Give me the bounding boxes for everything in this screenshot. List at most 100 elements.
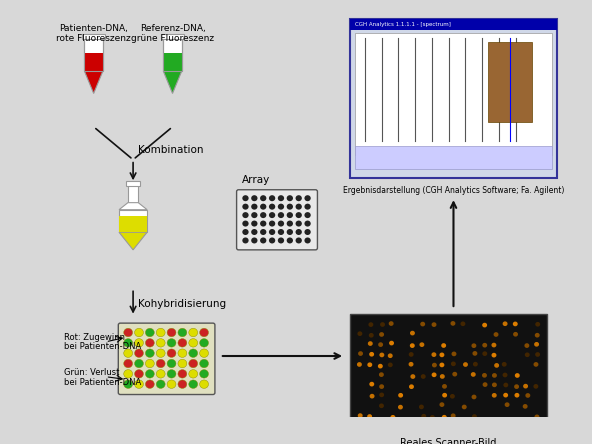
Circle shape — [440, 374, 445, 379]
Circle shape — [295, 212, 302, 218]
Circle shape — [523, 404, 527, 409]
Circle shape — [463, 362, 468, 367]
Circle shape — [304, 221, 311, 226]
Text: Kohybridisierung: Kohybridisierung — [138, 299, 226, 309]
Circle shape — [369, 352, 374, 357]
Circle shape — [358, 351, 363, 356]
Circle shape — [251, 221, 258, 226]
Circle shape — [367, 362, 372, 367]
Circle shape — [178, 339, 187, 347]
Circle shape — [439, 363, 445, 367]
Circle shape — [304, 204, 311, 210]
Circle shape — [525, 393, 530, 398]
Circle shape — [378, 342, 383, 347]
Circle shape — [304, 238, 311, 243]
Circle shape — [269, 229, 275, 235]
Text: grüne Fluoreszenz: grüne Fluoreszenz — [131, 34, 214, 43]
Circle shape — [450, 394, 455, 399]
Circle shape — [472, 351, 477, 356]
Circle shape — [442, 384, 447, 388]
Circle shape — [278, 229, 284, 235]
Circle shape — [242, 195, 249, 201]
Circle shape — [492, 373, 497, 378]
Circle shape — [439, 353, 445, 357]
Circle shape — [295, 221, 302, 226]
Circle shape — [134, 349, 143, 357]
Circle shape — [492, 393, 497, 398]
Circle shape — [513, 332, 518, 337]
Circle shape — [189, 359, 198, 368]
Circle shape — [295, 195, 302, 201]
Circle shape — [200, 349, 208, 357]
Circle shape — [439, 402, 445, 407]
Circle shape — [535, 352, 540, 357]
Circle shape — [124, 339, 133, 347]
Circle shape — [379, 404, 384, 408]
Circle shape — [124, 349, 133, 357]
Circle shape — [156, 380, 165, 388]
Circle shape — [380, 322, 385, 327]
Circle shape — [525, 353, 530, 357]
Circle shape — [408, 352, 414, 357]
Circle shape — [357, 362, 362, 367]
Circle shape — [124, 359, 133, 368]
Circle shape — [304, 195, 311, 201]
Circle shape — [369, 394, 375, 399]
Circle shape — [409, 385, 414, 389]
Circle shape — [534, 342, 539, 347]
Circle shape — [287, 195, 293, 201]
Circle shape — [269, 221, 275, 226]
Polygon shape — [119, 217, 147, 232]
Text: CGH Analytics 1.1.1.1 - [spectrum]: CGH Analytics 1.1.1.1 - [spectrum] — [355, 22, 451, 27]
Circle shape — [494, 363, 499, 368]
Polygon shape — [119, 202, 147, 210]
Circle shape — [287, 229, 293, 235]
Circle shape — [368, 322, 374, 327]
Bar — [350, 19, 557, 30]
Circle shape — [287, 238, 293, 243]
Circle shape — [535, 333, 540, 337]
Circle shape — [482, 343, 487, 348]
Circle shape — [178, 359, 187, 368]
Circle shape — [304, 229, 311, 235]
Circle shape — [367, 414, 372, 419]
Circle shape — [167, 359, 176, 368]
Circle shape — [430, 415, 435, 420]
Circle shape — [504, 402, 510, 407]
Bar — [82, 34, 105, 39]
Circle shape — [178, 369, 187, 378]
Bar — [350, 314, 547, 426]
Circle shape — [473, 362, 478, 366]
Circle shape — [525, 343, 529, 348]
Circle shape — [269, 195, 275, 201]
Circle shape — [452, 372, 457, 377]
Circle shape — [189, 349, 198, 357]
Polygon shape — [163, 53, 182, 71]
FancyBboxPatch shape — [237, 190, 317, 250]
Circle shape — [295, 238, 302, 243]
Circle shape — [167, 339, 176, 347]
Circle shape — [482, 373, 487, 378]
Circle shape — [451, 361, 456, 366]
Circle shape — [410, 374, 416, 379]
Circle shape — [432, 352, 436, 357]
Circle shape — [134, 369, 143, 378]
Circle shape — [369, 382, 374, 386]
Circle shape — [251, 212, 258, 218]
Circle shape — [533, 362, 539, 367]
Circle shape — [421, 374, 426, 379]
Circle shape — [379, 392, 384, 397]
Text: Grün: Verlust: Grün: Verlust — [64, 369, 120, 377]
Circle shape — [503, 393, 508, 397]
Circle shape — [533, 384, 538, 388]
Circle shape — [482, 351, 487, 356]
Circle shape — [420, 322, 425, 326]
Circle shape — [251, 229, 258, 235]
Circle shape — [146, 339, 155, 347]
Circle shape — [471, 343, 477, 348]
Circle shape — [379, 353, 384, 357]
Text: rote Fluoreszenz: rote Fluoreszenz — [56, 34, 131, 43]
Text: Referenz-DNA,: Referenz-DNA, — [140, 24, 205, 33]
Circle shape — [441, 343, 446, 348]
Circle shape — [471, 372, 476, 377]
